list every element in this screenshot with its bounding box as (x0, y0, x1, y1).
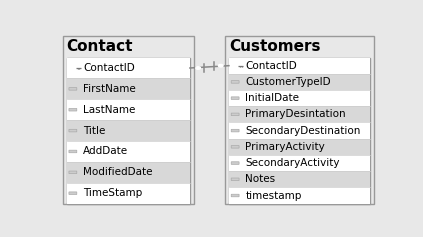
Bar (229, 123, 370, 139)
Bar (67, 162, 190, 183)
Bar (67, 78, 190, 99)
Text: SecondaryActivity: SecondaryActivity (245, 158, 340, 168)
Text: ContactID: ContactID (245, 61, 297, 71)
Text: SecondaryDestination: SecondaryDestination (245, 126, 361, 136)
Text: PrimaryDesintation: PrimaryDesintation (245, 109, 346, 119)
FancyBboxPatch shape (69, 150, 77, 153)
Bar (229, 155, 370, 171)
FancyBboxPatch shape (69, 171, 77, 174)
Bar (229, 58, 370, 74)
FancyBboxPatch shape (231, 97, 239, 99)
Bar (67, 58, 190, 78)
FancyBboxPatch shape (231, 194, 239, 197)
Bar (225, 36, 374, 204)
FancyBboxPatch shape (231, 129, 239, 132)
Text: timestamp: timestamp (245, 191, 302, 201)
Bar (229, 58, 370, 204)
Bar (67, 183, 190, 204)
Bar (229, 171, 370, 187)
FancyBboxPatch shape (69, 192, 77, 195)
Text: InitialDate: InitialDate (245, 93, 299, 103)
Text: ModifiedDate: ModifiedDate (83, 167, 153, 177)
FancyBboxPatch shape (69, 109, 77, 111)
Bar (229, 139, 370, 155)
Text: TimeStamp: TimeStamp (83, 188, 142, 198)
Bar (229, 74, 370, 90)
FancyBboxPatch shape (231, 162, 239, 164)
Text: LastName: LastName (83, 105, 135, 115)
Text: AddDate: AddDate (83, 146, 128, 156)
Circle shape (218, 64, 223, 67)
FancyBboxPatch shape (69, 129, 77, 132)
Bar (229, 90, 370, 106)
Text: CustomerTypeID: CustomerTypeID (245, 77, 331, 87)
Text: Notes: Notes (245, 174, 275, 184)
Bar (229, 187, 370, 204)
FancyBboxPatch shape (231, 113, 239, 116)
Bar (67, 141, 190, 162)
Bar (63, 36, 194, 204)
FancyBboxPatch shape (231, 146, 239, 148)
Text: FirstName: FirstName (83, 84, 136, 94)
Text: Customers: Customers (229, 39, 320, 54)
Bar (67, 99, 190, 120)
Text: Contact: Contact (67, 39, 133, 54)
Bar (229, 106, 370, 123)
Text: Title: Title (83, 126, 105, 136)
FancyBboxPatch shape (69, 88, 77, 90)
Circle shape (196, 67, 201, 69)
Text: ContactID: ContactID (83, 63, 135, 73)
Bar (67, 58, 190, 204)
FancyBboxPatch shape (231, 81, 239, 83)
Text: PrimaryActivity: PrimaryActivity (245, 142, 325, 152)
Bar (67, 120, 190, 141)
FancyBboxPatch shape (231, 178, 239, 181)
